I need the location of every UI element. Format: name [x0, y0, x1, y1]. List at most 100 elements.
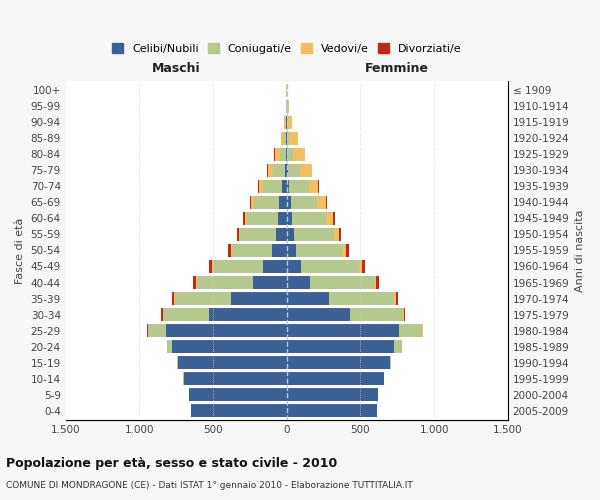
Bar: [209, 308, 287, 321]
Bar: [253, 276, 287, 289]
Bar: [346, 244, 349, 257]
Bar: [376, 276, 379, 289]
Bar: [212, 260, 213, 273]
Bar: [191, 404, 287, 417]
Y-axis label: Fasce di età: Fasce di età: [15, 218, 25, 284]
Bar: [287, 196, 291, 209]
Bar: [317, 196, 326, 209]
Bar: [396, 292, 398, 305]
Bar: [310, 276, 374, 289]
Bar: [287, 404, 377, 417]
Bar: [287, 244, 296, 257]
Bar: [403, 308, 404, 321]
Bar: [178, 356, 287, 369]
Bar: [333, 212, 335, 225]
Bar: [308, 180, 318, 193]
Bar: [239, 228, 241, 241]
Text: Popolazione per età, sesso e stato civile - 2010: Popolazione per età, sesso e stato civil…: [6, 458, 337, 470]
Bar: [334, 228, 339, 241]
Bar: [329, 292, 394, 305]
Bar: [404, 308, 406, 321]
Bar: [291, 196, 317, 209]
Bar: [284, 164, 287, 177]
Bar: [288, 164, 300, 177]
Bar: [350, 308, 403, 321]
Bar: [167, 340, 172, 353]
Bar: [289, 132, 298, 145]
Bar: [213, 260, 263, 273]
Bar: [287, 356, 390, 369]
Bar: [287, 116, 292, 129]
Legend: Celibi/Nubili, Coniugati/e, Vedovi/e, Divorziati/e: Celibi/Nubili, Coniugati/e, Vedovi/e, Di…: [108, 39, 466, 58]
Bar: [339, 228, 341, 241]
Bar: [172, 292, 175, 305]
Bar: [243, 212, 245, 225]
Bar: [293, 148, 305, 161]
Bar: [292, 212, 326, 225]
Bar: [268, 164, 273, 177]
Bar: [287, 100, 289, 113]
Bar: [287, 276, 310, 289]
Bar: [394, 292, 396, 305]
Bar: [287, 388, 378, 401]
Bar: [251, 196, 254, 209]
Bar: [287, 228, 294, 241]
Bar: [287, 308, 350, 321]
Bar: [163, 308, 209, 321]
Bar: [362, 260, 365, 273]
Text: Maschi: Maschi: [152, 62, 200, 75]
Bar: [259, 180, 263, 193]
Bar: [209, 260, 212, 273]
Bar: [287, 372, 384, 385]
Bar: [294, 228, 334, 241]
Bar: [287, 260, 301, 273]
Bar: [245, 212, 247, 225]
Bar: [172, 340, 287, 353]
Bar: [190, 388, 287, 401]
Bar: [399, 324, 422, 337]
Bar: [286, 148, 287, 161]
Bar: [300, 164, 312, 177]
Bar: [184, 372, 287, 385]
Text: Femmine: Femmine: [365, 62, 429, 75]
Bar: [263, 260, 287, 273]
Bar: [236, 228, 239, 241]
Bar: [258, 180, 259, 193]
Bar: [254, 196, 280, 209]
Bar: [359, 260, 362, 273]
Bar: [301, 260, 359, 273]
Bar: [280, 148, 286, 161]
Bar: [193, 276, 196, 289]
Bar: [342, 244, 346, 257]
Bar: [148, 324, 166, 337]
Bar: [278, 212, 287, 225]
Bar: [287, 340, 394, 353]
Bar: [263, 180, 283, 193]
Bar: [275, 228, 287, 241]
Bar: [296, 244, 342, 257]
Bar: [284, 116, 286, 129]
Bar: [284, 132, 286, 145]
Text: COMUNE DI MONDRAGONE (CE) - Dati ISTAT 1° gennaio 2010 - Elaborazione TUTTITALIA: COMUNE DI MONDRAGONE (CE) - Dati ISTAT 1…: [6, 481, 413, 490]
Bar: [247, 212, 278, 225]
Bar: [275, 148, 280, 161]
Y-axis label: Anni di nascita: Anni di nascita: [575, 209, 585, 292]
Bar: [197, 276, 253, 289]
Bar: [287, 324, 399, 337]
Bar: [289, 180, 308, 193]
Bar: [318, 180, 319, 193]
Bar: [273, 164, 284, 177]
Bar: [326, 196, 327, 209]
Bar: [287, 212, 292, 225]
Bar: [232, 244, 272, 257]
Bar: [374, 276, 376, 289]
Bar: [272, 244, 287, 257]
Bar: [229, 244, 231, 257]
Bar: [161, 308, 163, 321]
Bar: [394, 340, 402, 353]
Bar: [283, 180, 287, 193]
Bar: [241, 228, 275, 241]
Bar: [287, 164, 288, 177]
Bar: [280, 196, 287, 209]
Bar: [166, 324, 287, 337]
